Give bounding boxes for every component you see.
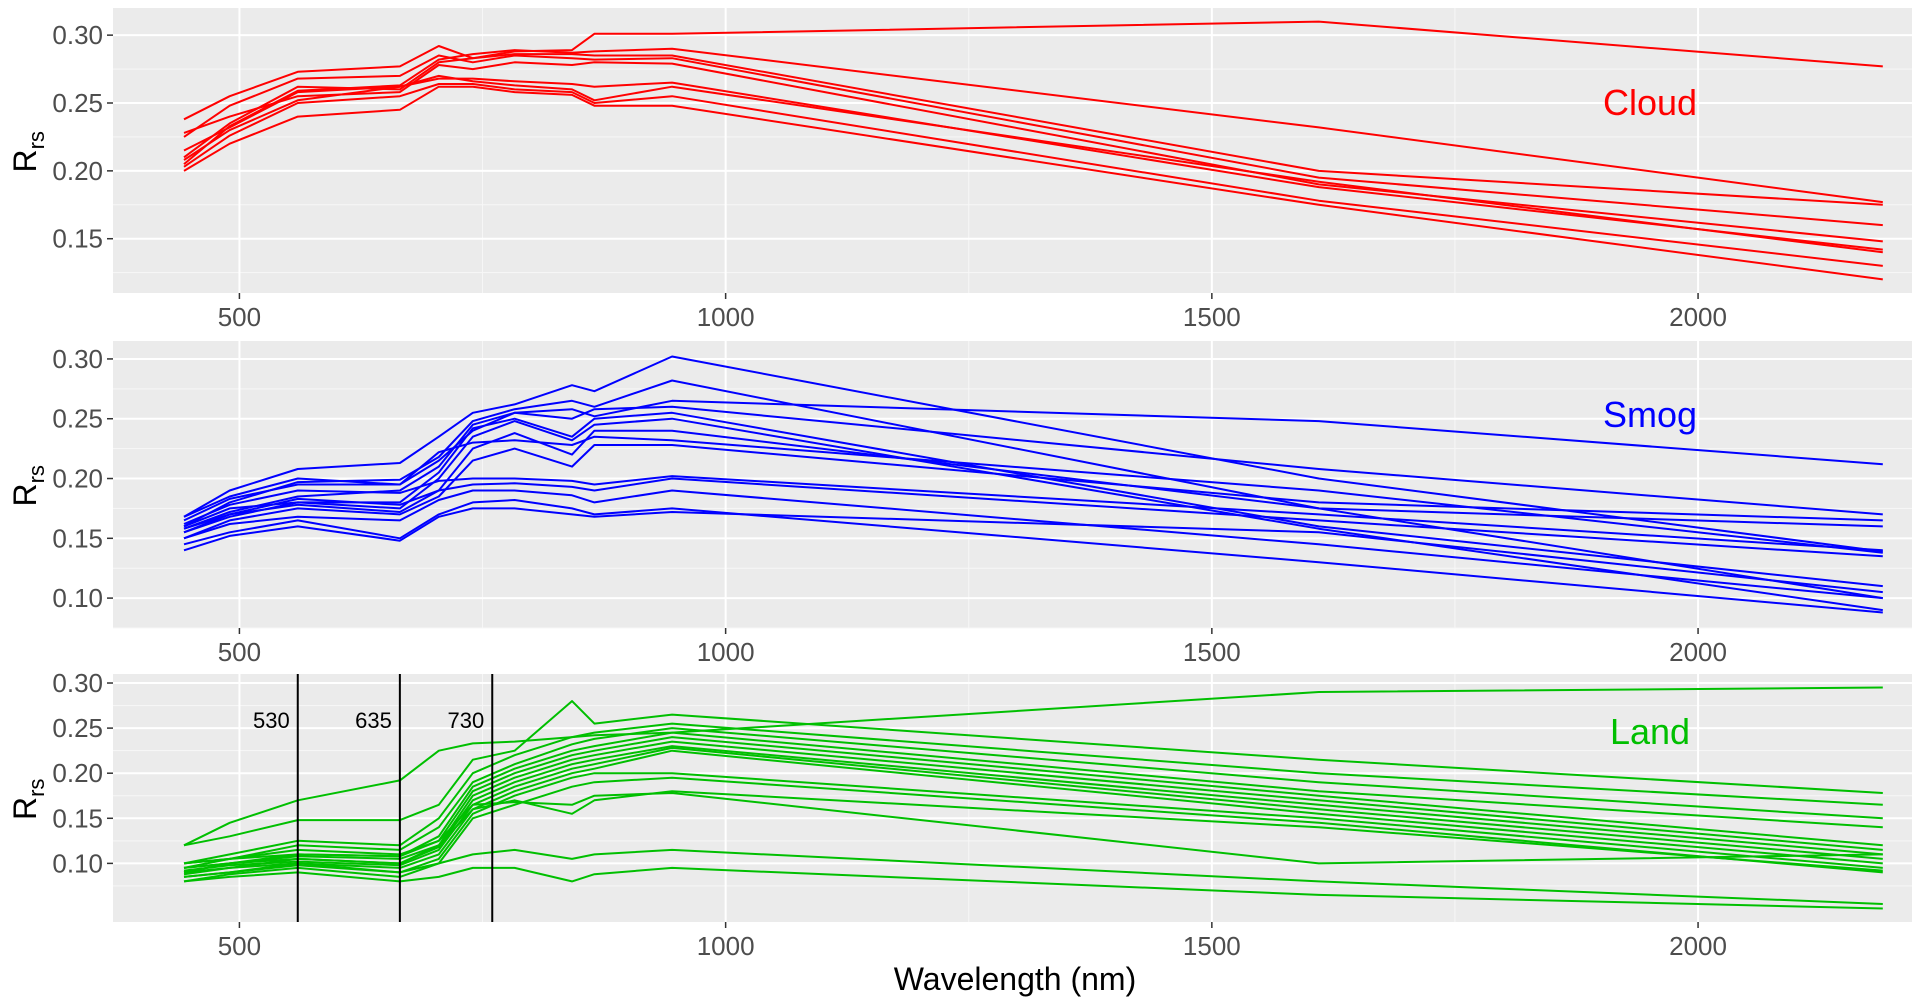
y-axis-title: Rrs — [7, 131, 49, 172]
y-tick-label: 0.30 — [52, 344, 103, 374]
cloud-series-line — [183, 74, 1883, 254]
land-series-line — [183, 722, 1883, 865]
reference-line-label: 635 — [355, 708, 392, 733]
y-tick-label: 0.15 — [52, 523, 103, 553]
y-axis-title-main: R — [7, 483, 43, 506]
y-tick-label: 0.30 — [52, 20, 103, 50]
x-axis-title: Wavelength (nm) — [894, 961, 1136, 997]
land-series-line — [183, 848, 1883, 905]
panel-label: Smog — [1603, 394, 1697, 435]
y-tick-label: 0.20 — [52, 464, 103, 494]
y-axis-title: Rrs — [7, 779, 49, 820]
x-tick-label: 1000 — [697, 931, 755, 961]
x-tick-label: 1500 — [1183, 302, 1241, 332]
y-tick-label: 0.10 — [52, 848, 103, 878]
smog-series-line — [183, 417, 1883, 612]
smog-series-line — [183, 411, 1883, 588]
cloud-series-line — [183, 20, 1883, 121]
panel-label: Land — [1610, 711, 1690, 752]
land-series-line — [183, 776, 1883, 883]
land-series-line — [183, 736, 1883, 865]
y-axis-title-subscript: rs — [24, 131, 49, 149]
x-tick-label: 1000 — [697, 637, 755, 667]
x-tick-label: 1500 — [1183, 931, 1241, 961]
smog-series-line — [183, 399, 1883, 522]
y-tick-label: 0.20 — [52, 156, 103, 186]
reference-line-label: 730 — [448, 708, 485, 733]
smog-series-line — [183, 405, 1883, 530]
x-tick-label: 2000 — [1669, 637, 1727, 667]
y-axis-title-main: R — [7, 149, 43, 172]
land-series-line — [183, 866, 1883, 910]
panel-smog: Smog 0.30 0.25 0.20 0.15 0.10 500 1000 1500 2000 R… — [7, 341, 1912, 667]
smog-series-line — [183, 477, 1883, 558]
land-series-line — [183, 790, 1883, 872]
y-tick-label: 0.25 — [52, 713, 103, 743]
smog-series-line — [183, 444, 1883, 540]
smog-series-line — [183, 475, 1883, 552]
cloud-series-line — [183, 53, 1883, 206]
y-axis-title: Rrs — [7, 465, 49, 506]
x-tick-label: 1500 — [1183, 637, 1241, 667]
reference-line-label: 530 — [253, 708, 290, 733]
cloud-series-line — [183, 47, 1883, 204]
x-tick-label: 2000 — [1669, 302, 1727, 332]
smog-series-line — [183, 355, 1883, 553]
land-series-line — [183, 792, 1883, 865]
smog-series-line — [183, 489, 1883, 600]
land-series-line — [183, 740, 1883, 869]
cloud-series-line — [183, 85, 1883, 281]
land-series-line — [183, 686, 1883, 847]
y-tick-label: 0.10 — [52, 583, 103, 613]
x-tick-label: 1000 — [697, 302, 755, 332]
x-tick-label: 2000 — [1669, 931, 1727, 961]
smog-series-line — [183, 499, 1883, 614]
x-tick-label: 500 — [218, 637, 261, 667]
cloud-series-line — [183, 54, 1883, 227]
y-tick-label: 0.15 — [52, 803, 103, 833]
x-tick-label: 500 — [218, 931, 261, 961]
y-axis-title-subscript: rs — [24, 779, 49, 797]
y-tick-label: 0.15 — [52, 224, 103, 254]
y-axis-title-main: R — [7, 797, 43, 820]
cloud-series-line — [183, 77, 1883, 251]
cloud-series-line — [183, 61, 1883, 243]
x-tick-label: 500 — [218, 302, 261, 332]
y-tick-label: 0.30 — [52, 668, 103, 698]
y-axis-title-subscript: rs — [24, 465, 49, 483]
cloud-series-line — [183, 83, 1883, 267]
panel-cloud: Cloud 0.30 0.25 0.20 0.15 500 1000 1500 2000 Rrs — [7, 8, 1912, 332]
y-tick-label: 0.25 — [52, 404, 103, 434]
smog-series-line — [183, 435, 1883, 554]
panel-label: Cloud — [1603, 82, 1697, 123]
y-tick-label: 0.20 — [52, 758, 103, 788]
panel-land: 530 635 730 Land 0.30 0.25 0.20 0.15 0.10 500 1000… — [7, 668, 1912, 961]
land-series-line — [183, 727, 1883, 869]
smog-series-line — [183, 507, 1883, 594]
land-series-line — [183, 700, 1883, 847]
land-series-line — [183, 746, 1883, 872]
y-tick-label: 0.25 — [52, 88, 103, 118]
smog-series-line — [183, 379, 1883, 600]
